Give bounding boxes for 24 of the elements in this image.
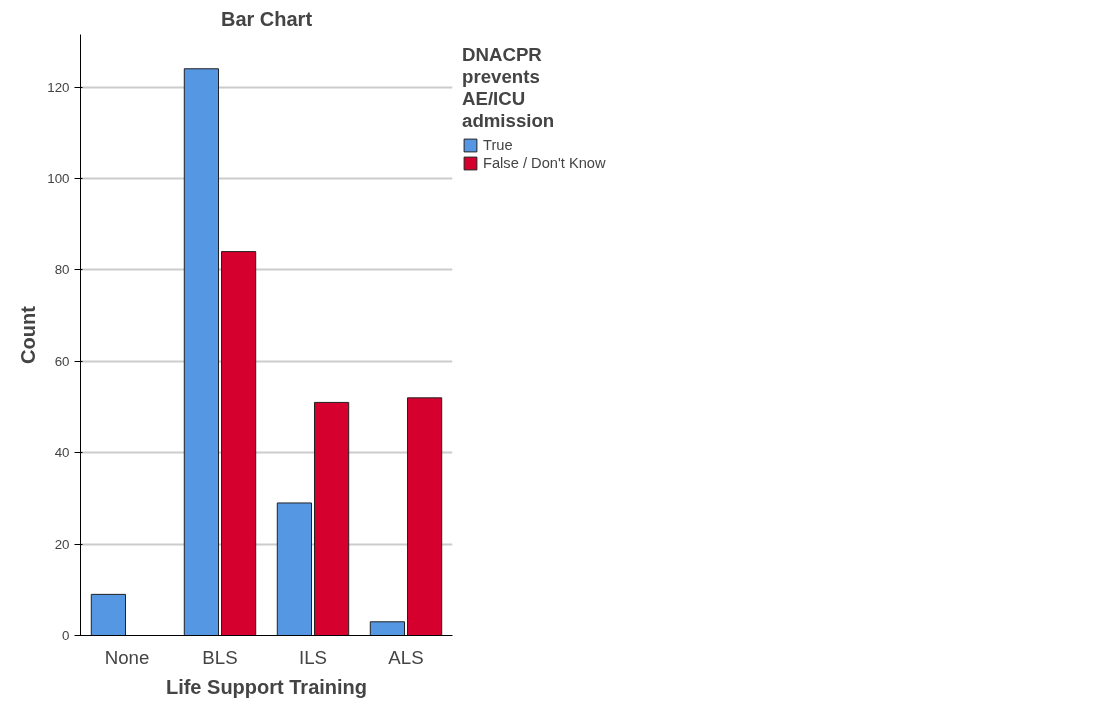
x-axis-title: Life Support Training — [165, 675, 368, 698]
legend-label: True — [483, 137, 513, 153]
y-tick-label: 20 — [54, 536, 70, 552]
chart-title: Bar Chart — [220, 7, 313, 30]
x-tick-label: ILS — [299, 646, 328, 668]
bar — [406, 397, 443, 636]
x-tick-label: ALS — [388, 646, 424, 668]
y-tick-label: 80 — [54, 262, 70, 278]
bar — [313, 401, 350, 636]
y-tick-label: 120 — [47, 79, 70, 95]
x-tick-label: None — [104, 646, 150, 668]
bar — [369, 621, 406, 636]
x-tick-label: BLS — [202, 646, 238, 668]
legend-label: False / Don't Know — [483, 155, 606, 171]
y-tick-label: 60 — [54, 353, 70, 369]
bar — [276, 502, 313, 636]
y-tick-label: 0 — [62, 628, 70, 643]
bar — [90, 593, 127, 636]
y-tick-label: 100 — [47, 170, 70, 186]
bar — [220, 251, 257, 636]
bar — [183, 68, 220, 636]
y-tick-label: 40 — [54, 445, 70, 461]
legend-title: DNACPR prevents AE/ICU admission — [462, 44, 556, 132]
y-axis-title: Count — [17, 305, 40, 364]
